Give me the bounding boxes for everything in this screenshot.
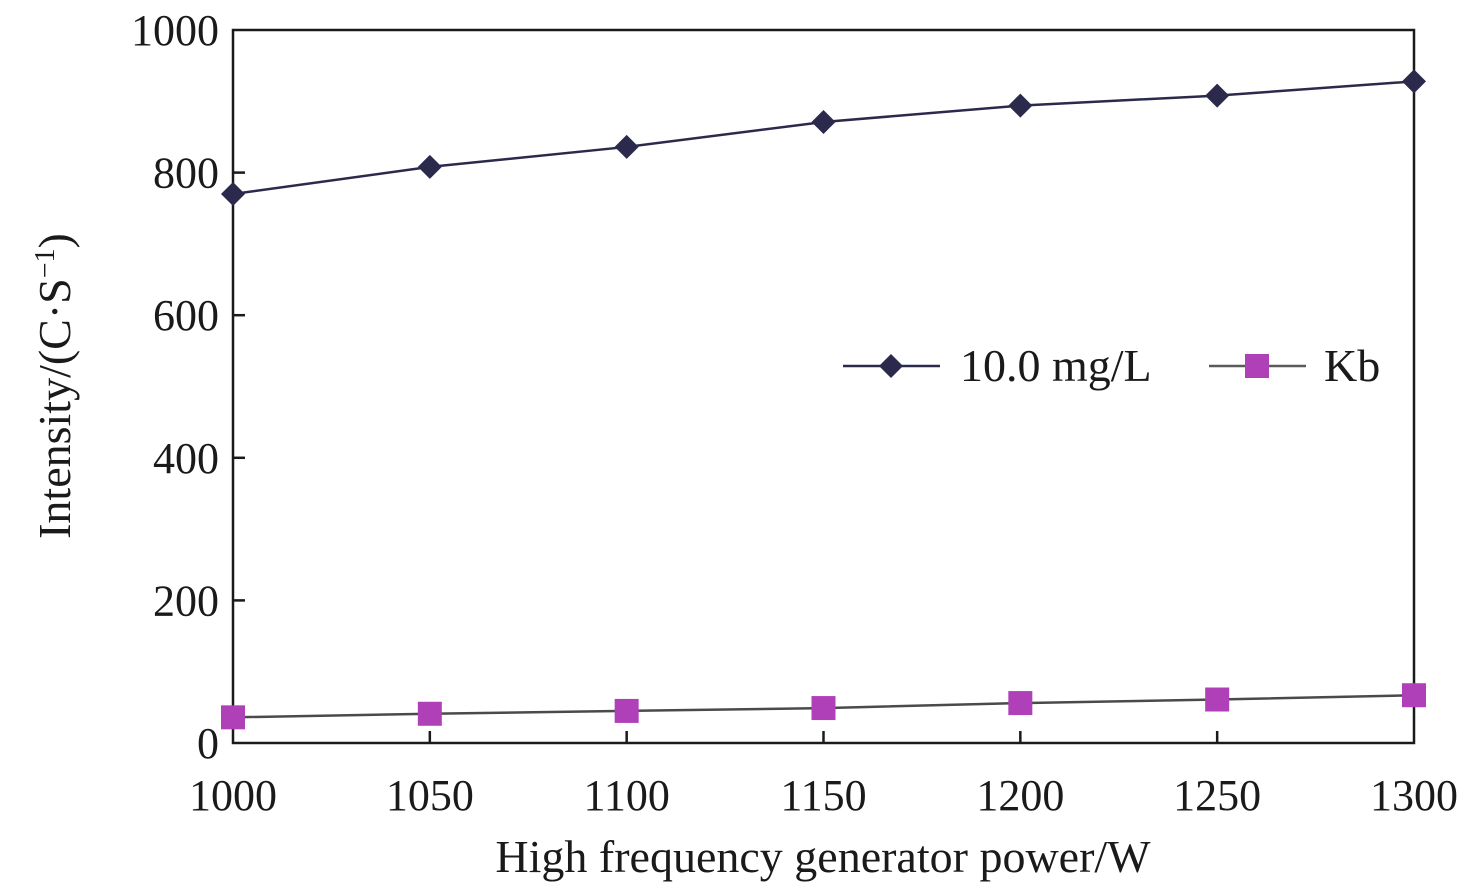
legend-label-series-2: Kb <box>1324 340 1380 391</box>
series-1-point <box>417 154 442 179</box>
y-axis-ticks: 0 200 400 600 800 1000 <box>131 6 245 768</box>
series-2-point <box>614 698 639 723</box>
y-tick-label: 600 <box>153 291 219 340</box>
series-2-point <box>417 701 442 726</box>
x-tick-label: 1100 <box>583 771 669 820</box>
legend-label-series-1: 10.0 mg/L <box>960 340 1152 391</box>
series-1-point <box>811 109 836 134</box>
x-tick-label: 1250 <box>1173 771 1261 820</box>
y-tick-label: 0 <box>197 719 219 768</box>
series-1-point <box>614 134 639 159</box>
y-tick-label: 400 <box>153 434 219 483</box>
series-2-point <box>1205 687 1230 712</box>
series-1-point <box>221 181 245 206</box>
series-2-point <box>811 696 836 721</box>
y-tick-label: 200 <box>153 576 219 625</box>
series-2-point <box>221 705 245 730</box>
series-1-point <box>1008 93 1033 118</box>
x-tick-label: 1050 <box>386 771 474 820</box>
series-2-point <box>1402 683 1426 708</box>
y-axis-title-close: ) <box>29 233 80 248</box>
legend-marker-series-1 <box>879 354 903 378</box>
series-1-point <box>1402 69 1426 94</box>
x-tick-label: 1200 <box>976 771 1064 820</box>
plot-frame <box>231 28 1416 745</box>
series-layer <box>221 69 1426 730</box>
series-line-1 <box>232 80 1415 196</box>
series-2-point <box>1008 691 1033 716</box>
y-axis-title-main: Intensity/(C·S <box>29 278 80 539</box>
y-tick-label: 1000 <box>131 6 219 55</box>
x-tick-label: 1150 <box>780 771 866 820</box>
y-tick-label: 800 <box>153 149 219 198</box>
x-tick-label: 1300 <box>1370 771 1458 820</box>
x-tick-label: 1000 <box>189 771 277 820</box>
x-axis-title: High frequency generator power/W <box>495 831 1151 882</box>
series-1-point <box>1205 83 1230 108</box>
y-axis-title: Intensity/(C·S−1) <box>29 233 80 539</box>
legend: 10.0 mg/L Kb <box>843 340 1380 391</box>
y-axis-title-sup: −1 <box>30 248 61 278</box>
x-axis-ticks: 1000 1050 1100 1150 1200 1250 1300 <box>189 731 1458 820</box>
legend-marker-series-2 <box>1245 354 1269 378</box>
